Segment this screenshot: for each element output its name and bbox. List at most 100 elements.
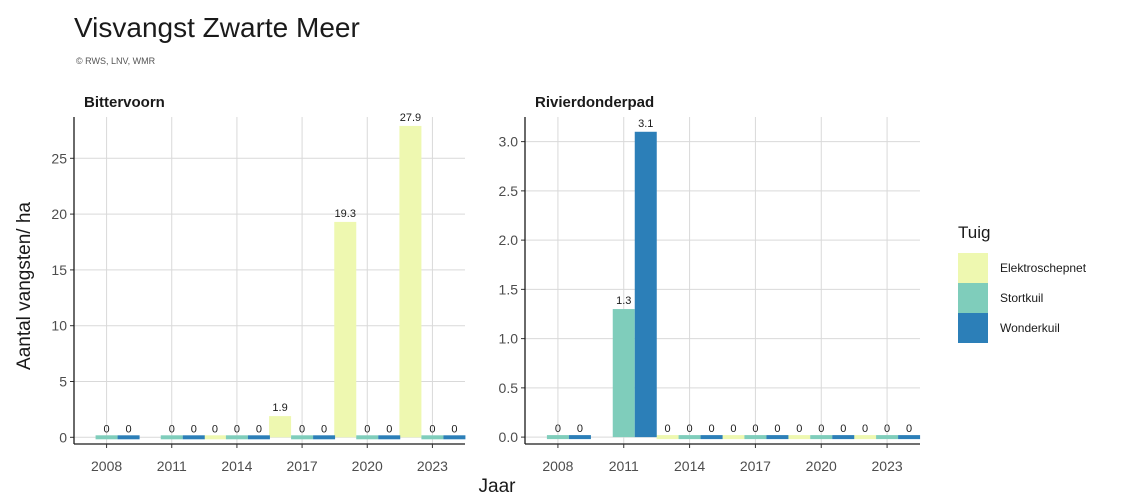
bar-stortkuil-2020	[810, 435, 833, 440]
data-label: 0	[169, 423, 175, 435]
bar-elektroschepnet-2014	[203, 435, 226, 440]
data-label: 0	[299, 423, 305, 435]
legend-swatch-stortkuil	[958, 283, 988, 313]
chart-title: Visvangst Zwarte Meer	[74, 12, 360, 43]
y-tick-label: 0.5	[499, 380, 519, 396]
bar-wonderkuil-2008	[568, 435, 591, 440]
data-label: 0	[730, 423, 736, 435]
x-tick-label: 2020	[352, 458, 383, 474]
data-label: 0	[906, 423, 912, 435]
data-label: 0	[321, 423, 327, 435]
data-label: 0	[796, 423, 802, 435]
bar-stortkuil-2020	[356, 435, 379, 440]
data-label: 0	[687, 423, 693, 435]
y-tick-label: 0	[59, 429, 67, 445]
bar-stortkuil-2023	[876, 435, 899, 440]
bar-stortkuil-2011	[160, 435, 183, 440]
y-tick-label: 2.0	[499, 232, 519, 248]
y-tick-label: 20	[51, 206, 67, 222]
y-tick-label: 3.0	[499, 134, 519, 150]
bar-wonderkuil-2023	[898, 435, 921, 440]
x-tick-label: 2008	[542, 458, 573, 474]
data-label: 0	[665, 423, 671, 435]
bar-wonderkuil-2023	[443, 435, 466, 440]
y-tick-label: 15	[51, 262, 67, 278]
bar-stortkuil-2017	[744, 435, 767, 440]
x-tick-label: 2017	[740, 458, 771, 474]
x-tick-label: 2020	[806, 458, 837, 474]
data-label: 0	[577, 423, 583, 435]
data-label: 0	[364, 423, 370, 435]
data-label: 0	[840, 423, 846, 435]
bar-wonderkuil-2014	[247, 435, 270, 440]
legend-items: Elektroschepnet Stortkuil Wonderkuil	[958, 253, 1087, 343]
data-label: 19.3	[335, 208, 356, 220]
bar-wonderkuil-2014	[700, 435, 723, 440]
legend: Tuig Elektroschepnet Stortkuil Wonderkuil	[958, 223, 1087, 343]
y-tick-label: 2.5	[499, 183, 519, 199]
data-label: 0	[862, 423, 868, 435]
y-tick-label: 1.5	[499, 281, 519, 297]
x-tick-label: 2023	[417, 458, 448, 474]
x-tick-label: 2017	[287, 458, 318, 474]
legend-swatch-elektroschepnet	[958, 253, 988, 283]
x-tick-label: 2014	[674, 458, 705, 474]
x-tick-label: 2011	[609, 458, 639, 474]
legend-label: Elektroschepnet	[1000, 261, 1087, 275]
bar-wonderkuil-2020	[378, 435, 401, 440]
legend-title: Tuig	[958, 223, 990, 242]
bar-elektroschepnet-2017	[269, 416, 292, 438]
bar-stortkuil-2014	[225, 435, 248, 440]
data-label: 0	[386, 423, 392, 435]
data-label: 0	[429, 423, 435, 435]
bar-stortkuil-2017	[291, 435, 314, 440]
panel-title: Rivierdonderpad	[535, 94, 654, 111]
data-label: 0	[212, 423, 218, 435]
x-axis-title: Jaar	[479, 476, 517, 497]
bar-stortkuil-2008	[95, 435, 118, 440]
bar-stortkuil-2023	[421, 435, 444, 440]
bar-wonderkuil-2011	[182, 435, 205, 440]
data-label: 1.9	[272, 402, 287, 414]
data-label: 0	[555, 423, 561, 435]
data-label: 0	[234, 423, 240, 435]
data-label: 0	[126, 423, 132, 435]
panel-bittervoorn: 0 5 10 15 20 25 0 1.9 19.3 27.9 0 0 0 0 0 0 0 0 0 0 0 0 2008 20…	[51, 94, 466, 474]
bar-wonderkuil-2011	[634, 131, 657, 438]
panel-title: Bittervoorn	[84, 94, 165, 111]
data-label: 0	[191, 423, 197, 435]
x-tick-label: 2014	[221, 458, 252, 474]
chart-subtitle: © RWS, LNV, WMR	[76, 56, 156, 66]
x-tick-label: 2008	[91, 458, 122, 474]
y-tick-label: 0.0	[499, 429, 519, 445]
data-label: 0	[774, 423, 780, 435]
data-label: 1.3	[616, 295, 631, 307]
data-label: 0	[709, 423, 715, 435]
bar-elektroschepnet-2020	[334, 221, 357, 438]
bar-stortkuil-2011	[612, 309, 635, 438]
bar-stortkuil-2008	[546, 435, 569, 440]
bar-elektroschepnet-2017	[722, 435, 745, 440]
bar-elektroschepnet-2023	[854, 435, 877, 440]
y-tick-label: 1.0	[499, 331, 519, 347]
chart-panels: 0 5 10 15 20 25 0 1.9 19.3 27.9 0 0 0 0 0 0 0 0 0 0 0 0 2008 20…	[51, 94, 921, 474]
data-label: 3.1	[638, 118, 653, 130]
data-label: 0	[884, 423, 890, 435]
x-tick-label: 2011	[157, 458, 187, 474]
bar-wonderkuil-2008	[117, 435, 140, 440]
data-label: 0	[752, 423, 758, 435]
data-label: 0	[451, 423, 457, 435]
legend-swatch-wonderkuil	[958, 313, 988, 343]
bar-elektroschepnet-2014	[656, 435, 679, 440]
bar-wonderkuil-2017	[313, 435, 336, 440]
y-tick-label: 5	[59, 374, 67, 390]
x-tick-label: 2023	[872, 458, 903, 474]
bar-elektroschepnet-2020	[788, 435, 811, 440]
y-tick-label: 10	[51, 318, 67, 334]
data-label: 0	[818, 423, 824, 435]
data-label: 0	[256, 423, 262, 435]
y-tick-label: 25	[51, 150, 67, 166]
y-axis-title: Aantal vangsten/ ha	[14, 202, 35, 370]
bar-stortkuil-2014	[678, 435, 701, 440]
